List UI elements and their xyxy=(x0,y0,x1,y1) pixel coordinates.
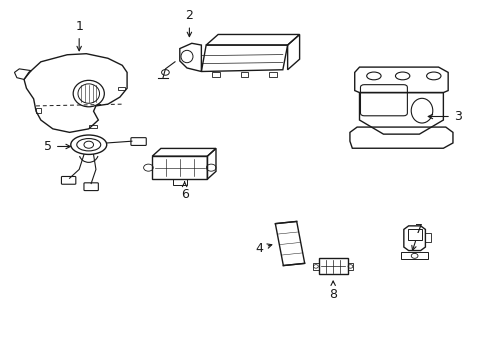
Bar xyxy=(172,179,186,185)
Bar xyxy=(269,72,277,77)
Text: 8: 8 xyxy=(328,281,336,301)
Text: 6: 6 xyxy=(180,182,188,201)
Text: 4: 4 xyxy=(254,242,271,255)
Bar xyxy=(312,263,318,270)
Text: 5: 5 xyxy=(44,140,70,153)
Text: 1: 1 xyxy=(75,20,83,51)
Bar xyxy=(211,72,219,77)
Text: 3: 3 xyxy=(427,110,461,123)
Bar xyxy=(240,72,248,77)
Bar xyxy=(89,125,97,128)
Bar xyxy=(117,86,125,90)
Text: 7: 7 xyxy=(411,223,423,250)
Bar xyxy=(407,229,421,240)
Text: 2: 2 xyxy=(185,9,193,37)
Bar xyxy=(401,252,427,259)
Bar xyxy=(36,108,41,113)
Bar xyxy=(347,263,352,270)
Bar xyxy=(425,233,430,242)
